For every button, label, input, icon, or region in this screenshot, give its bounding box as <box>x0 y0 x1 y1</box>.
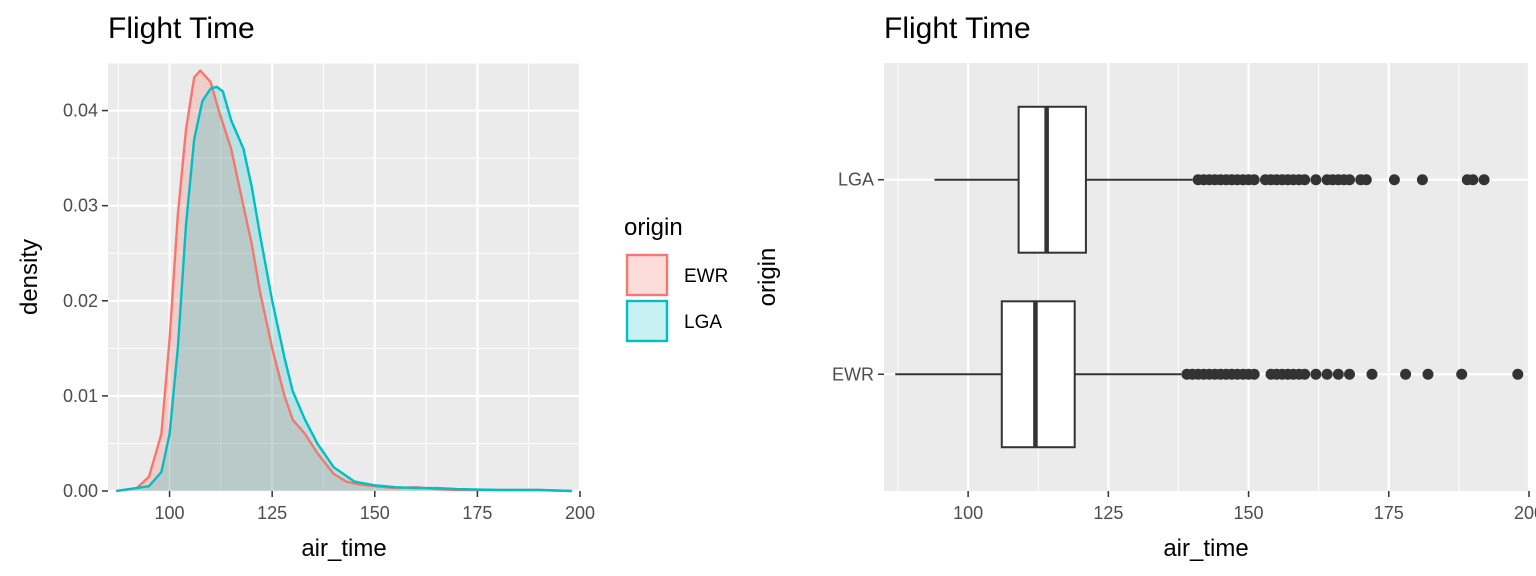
outlier-point-lga <box>1388 174 1400 186</box>
boxplot-x-axis-title: air_time <box>1163 535 1248 562</box>
boxplot-x-tick-label: 125 <box>1093 503 1123 523</box>
boxplot-x-tick-label: 150 <box>1234 503 1264 523</box>
outlier-point-ewr <box>1366 368 1378 380</box>
density-y-tick-label: 0.01 <box>63 386 98 406</box>
density-chart: Flight Time 0.000.010.020.030.04 100 125 1… <box>16 12 595 562</box>
outlier-point-ewr <box>1310 368 1322 380</box>
density-x-tick-label: 200 <box>565 503 595 523</box>
boxplot-y-axis: EWR LGA <box>832 170 884 384</box>
boxplot-y-axis-title: origin <box>754 248 781 307</box>
boxplot-x-tick-label: 100 <box>953 503 983 523</box>
density-areas <box>116 69 572 493</box>
density-y-tick-label: 0.03 <box>63 196 98 216</box>
outlier-point-ewr <box>1332 368 1344 380</box>
outlier-point-ewr <box>1512 368 1524 380</box>
density-y-axis-title: density <box>16 239 43 315</box>
boxplot-x-tick-label: 175 <box>1374 503 1404 523</box>
box-ewr <box>1000 300 1076 449</box>
boxplot-chart: Flight Time EWR LGA 100 125 150 175 200 air_t… <box>754 12 1536 562</box>
legend-label-lga: LGA <box>684 312 722 333</box>
density-x-axis-title: air_time <box>301 535 386 562</box>
boxplot-y-tick-label: LGA <box>838 170 874 190</box>
boxplot-plot-panel <box>884 63 1529 491</box>
outlier-point-ewr <box>1248 368 1260 380</box>
outlier-point-lga <box>1416 174 1428 186</box>
box-lga <box>1017 105 1087 254</box>
density-y-tick-label: 0.04 <box>63 101 98 121</box>
outlier-point-ewr <box>1344 368 1355 380</box>
outlier-point-ewr <box>1321 368 1333 380</box>
density-x-tick-label: 150 <box>360 503 390 523</box>
outlier-point-lga <box>1299 174 1311 186</box>
density-x-tick-label: 175 <box>462 503 492 523</box>
outlier-point-lga <box>1467 174 1479 186</box>
density-x-tick-label: 100 <box>155 503 185 523</box>
outlier-point-lga <box>1310 174 1322 186</box>
density-line-lga <box>116 85 572 493</box>
legend-title: origin <box>624 214 683 241</box>
outlier-point-lga <box>1344 174 1355 186</box>
density-grid <box>108 62 582 493</box>
outlier-point-lga <box>1248 174 1260 186</box>
outlier-point-lga <box>1478 174 1490 186</box>
legend-label-ewr: EWR <box>684 266 728 287</box>
boxplot-x-tick-label: 200 <box>1514 503 1536 523</box>
density-area-lga <box>116 86 572 492</box>
outlier-point-ewr <box>1299 368 1311 380</box>
outlier-point-ewr <box>1422 368 1434 380</box>
density-y-axis: 0.00 0.01 0.02 0.03 0.04 <box>63 101 108 501</box>
legend-key-ewr <box>625 253 669 297</box>
density-x-axis: 100 125 150 175 200 <box>155 491 595 523</box>
outlier-point-ewr <box>1400 368 1412 380</box>
density-y-tick-label: 0.02 <box>63 291 98 311</box>
density-area-ewr <box>116 70 572 491</box>
boxplot-x-axis: 100 125 150 175 200 <box>953 491 1536 523</box>
outlier-point-lga <box>1360 174 1372 186</box>
legend: origin EWR LGA <box>624 214 728 343</box>
boxplot-boxes <box>895 105 1524 449</box>
boxplot-y-tick-label: EWR <box>832 364 874 384</box>
legend-key-lga <box>625 299 669 343</box>
density-chart-title: Flight Time <box>108 12 255 45</box>
density-y-tick-label: 0.00 <box>63 481 98 501</box>
outlier-point-ewr <box>1456 368 1468 380</box>
boxplot-chart-title: Flight Time <box>884 12 1031 45</box>
density-x-tick-label: 125 <box>257 503 287 523</box>
